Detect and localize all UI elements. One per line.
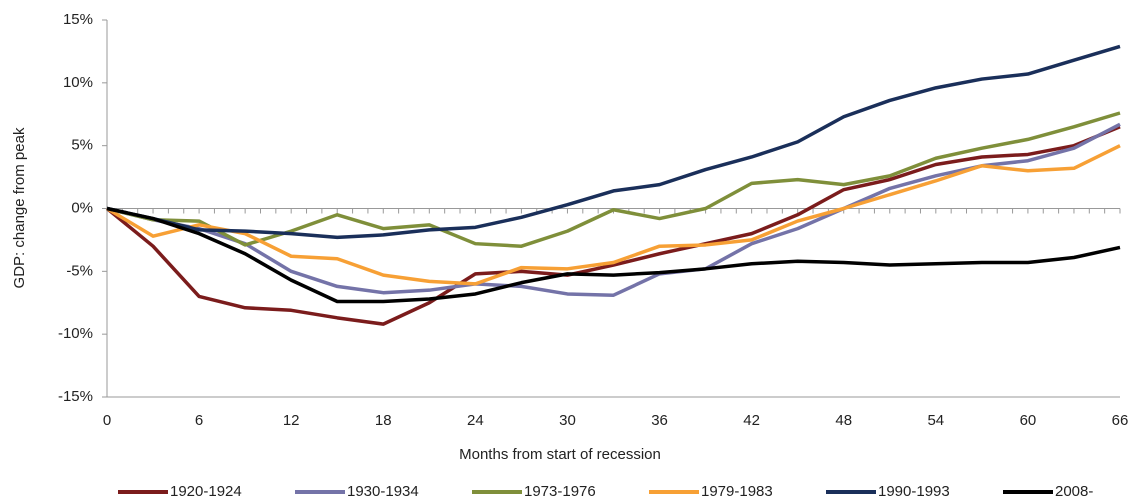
y-tick-label: -5% bbox=[66, 262, 93, 279]
x-tick-label: 12 bbox=[283, 412, 300, 429]
y-tick-label: 10% bbox=[63, 74, 93, 91]
x-tick-label: 60 bbox=[1020, 412, 1037, 429]
legend-label: 1930-1934 bbox=[347, 483, 419, 500]
legend-label: 2008- bbox=[1055, 483, 1093, 500]
x-tick-label: 6 bbox=[195, 412, 203, 429]
series-line bbox=[106, 44, 1121, 240]
series-line bbox=[106, 111, 1121, 248]
x-tick-label: 30 bbox=[559, 412, 576, 429]
x-tick-label: 18 bbox=[375, 412, 392, 429]
legend-label: 1979-1983 bbox=[701, 483, 773, 500]
x-tick-label: 48 bbox=[835, 412, 852, 429]
x-tick-label: 0 bbox=[103, 412, 111, 429]
series-line bbox=[106, 122, 1121, 297]
y-tick-label: -15% bbox=[58, 388, 93, 405]
series-line bbox=[106, 206, 1121, 304]
x-tick-label: 42 bbox=[743, 412, 760, 429]
y-tick-label: 5% bbox=[71, 137, 93, 154]
x-axis-title: Months from start of recession bbox=[459, 446, 661, 463]
legend-label: 1990-1993 bbox=[878, 483, 950, 500]
y-tick-label: 15% bbox=[63, 11, 93, 28]
x-tick-label: 36 bbox=[651, 412, 668, 429]
y-axis-title: GDP: change from peak bbox=[11, 127, 28, 288]
x-tick-label: 54 bbox=[927, 412, 944, 429]
series-line bbox=[105, 125, 1121, 326]
y-tick-label: -10% bbox=[58, 325, 93, 342]
legend-label: 1973-1976 bbox=[524, 483, 596, 500]
legend-label: 1920-1924 bbox=[170, 483, 242, 500]
y-tick-label: 0% bbox=[71, 199, 93, 216]
series-line bbox=[106, 144, 1121, 286]
x-tick-label: 66 bbox=[1112, 412, 1129, 429]
x-tick-label: 24 bbox=[467, 412, 484, 429]
